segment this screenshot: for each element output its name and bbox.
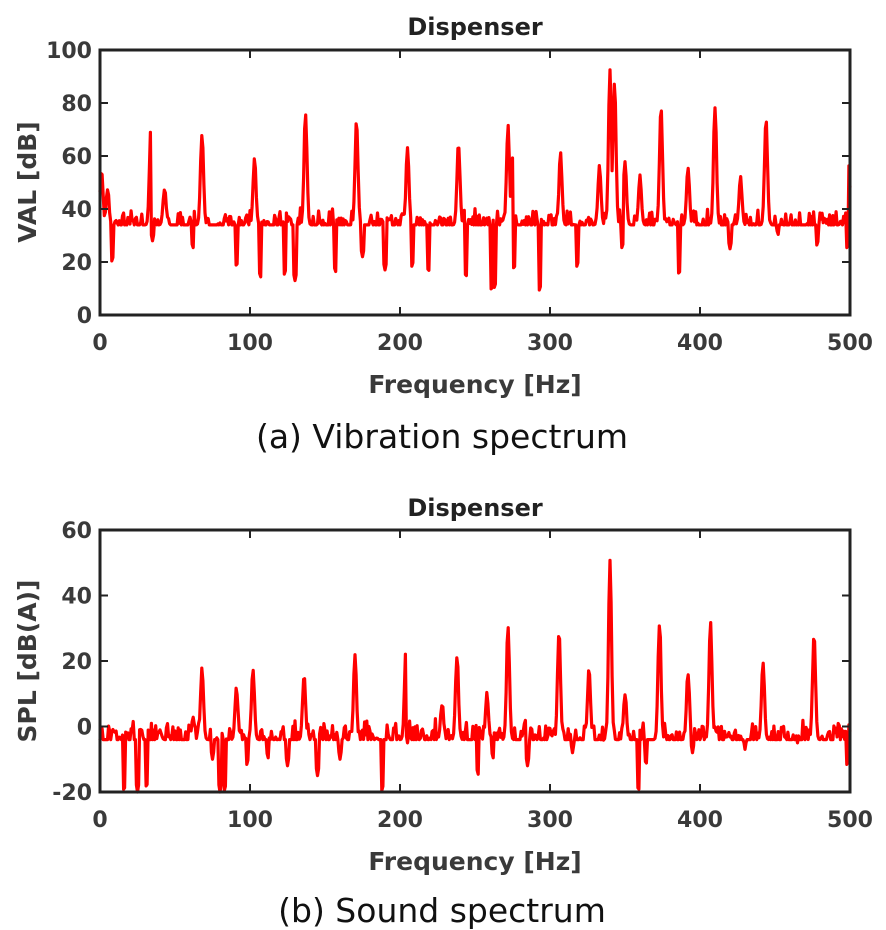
y-axis-label: VAL [dB] <box>13 121 42 242</box>
series-line <box>98 558 852 794</box>
x-tick-label: 200 <box>377 331 423 356</box>
x-tick-label: 300 <box>527 331 573 356</box>
y-ticks: -20 0 20 40 60 <box>52 519 850 806</box>
x-tick-label: 500 <box>827 331 873 356</box>
x-tick-label: 200 <box>377 808 423 833</box>
y-tick-label: -20 <box>52 781 92 806</box>
y-tick-label: 0 <box>77 716 92 741</box>
x-axis-label: Frequency [Hz] <box>368 847 581 876</box>
y-tick-label: 20 <box>61 650 92 675</box>
y-tick-label: 0 <box>77 304 92 329</box>
x-tick-label: 500 <box>827 808 873 833</box>
x-ticks: 0 100 200 300 400 500 <box>92 50 873 356</box>
figure-caption: (a) Vibration spectrum <box>256 417 628 456</box>
y-ticks: 0 20 40 60 80 100 <box>46 39 850 329</box>
y-tick-label: 100 <box>46 39 92 64</box>
figure-caption: (b) Sound spectrum <box>278 891 606 930</box>
x-tick-label: 100 <box>227 808 273 833</box>
y-tick-label: 60 <box>61 519 92 544</box>
y-tick-label: 80 <box>61 92 92 117</box>
chart-title: Dispenser <box>407 494 543 522</box>
y-tick-label: 20 <box>61 251 92 276</box>
x-tick-label: 100 <box>227 331 273 356</box>
y-axis-label: SPL [dB(A)] <box>13 580 42 743</box>
x-axis-label: Frequency [Hz] <box>368 370 581 399</box>
y-tick-label: 60 <box>61 145 92 170</box>
series-group <box>98 68 852 292</box>
series-line <box>98 68 852 292</box>
series-group <box>98 558 852 794</box>
x-tick-label: 300 <box>527 808 573 833</box>
x-ticks: 0 100 200 300 400 500 <box>92 530 873 833</box>
y-tick-label: 40 <box>61 585 92 610</box>
y-tick-label: 40 <box>61 198 92 223</box>
x-tick-label: 0 <box>92 331 107 356</box>
x-tick-label: 0 <box>92 808 107 833</box>
chart-title: Dispenser <box>407 13 543 41</box>
x-tick-label: 400 <box>677 331 723 356</box>
plot-frame <box>98 48 852 317</box>
x-tick-label: 400 <box>677 808 723 833</box>
